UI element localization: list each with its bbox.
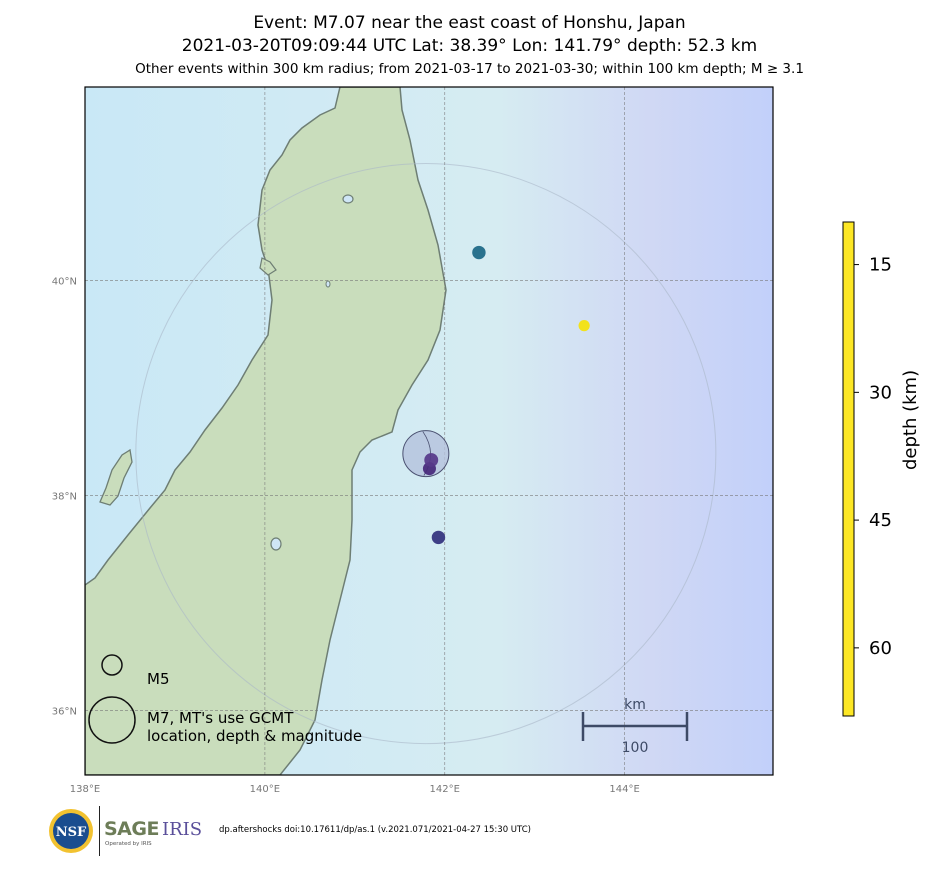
lake-inawashiro [270,537,282,551]
m7-legend-label-2: location, depth & magnitude [147,727,362,745]
colorbar-gradient [842,221,855,717]
colorbar-label: depth (km) [900,369,921,470]
scale-bar-value: 100 [622,740,649,756]
nsf-logo: NSF [49,809,93,853]
m5-legend-label: M5 [147,670,170,688]
magnitude-legend: M5 M7, MT's use GCMT location, depth & m… [88,654,362,745]
lon-tick-label: 142°E [430,784,460,795]
honshu-landmass [85,87,447,775]
nsf-logo-globe [53,813,89,849]
lat-tick-label: 38°N [52,492,77,503]
colorbar-tick-label: 45 [869,510,892,531]
map-frame-content [85,87,773,775]
colorbar-tick-label: 15 [869,255,892,276]
aftershock-marker [472,245,486,260]
event-markers [402,245,590,545]
m5-legend-circle [101,654,123,676]
colorbar-tick-label: 30 [869,382,892,403]
event-details: 2021-03-20T09:09:44 UTC Lat: 38.39° Lon:… [181,36,758,56]
sage-logo: SAGE [104,818,159,840]
aftershock-marker [424,453,439,467]
aftershock-marker [431,530,446,545]
search-radius-circle [135,163,717,745]
lake-tazawa [325,280,331,288]
scale-bar-unit: km [624,697,646,713]
lake-towada [342,194,354,204]
map-frame [84,86,774,776]
logo-divider [99,806,100,856]
lon-tick-label: 144°E [609,784,639,795]
oga-peninsula [259,257,277,276]
doi-footer: dp.aftershocks doi:10.17611/dp/as.1 (v.2… [219,825,531,835]
colorbar-ticks: 15 30 45 60 [854,255,892,659]
sado-island [99,448,133,506]
lat-tick-label: 36°N [52,707,77,718]
depth-colorbar: 15 30 45 60 [842,221,892,717]
nsf-logo-text: NSF [56,825,87,840]
operated-by-text: Operated by IRIS [105,841,152,847]
colorbar-tick-label: 60 [869,638,892,659]
search-criteria: Other events within 300 km radius; from … [135,61,804,77]
m7-legend-label-1: M7, MT's use GCMT [147,709,294,727]
lon-tick-label: 140°E [250,784,280,795]
aftershock-marker [578,320,590,332]
lat-tick-label: 40°N [52,277,77,288]
map-title: Event: M7.07 near the east coast of Hons… [253,13,686,33]
lon-tick-label: 138°E [70,784,100,795]
axis-tick-labels: 40°N 38°N 36°N 138°E 140°E 142°E 144°E [52,277,640,796]
scale-bar: km 100 [581,697,689,756]
mainshock-marker [402,430,450,478]
m7-legend-circle [88,696,136,744]
iris-logo: IRIS [162,819,203,840]
